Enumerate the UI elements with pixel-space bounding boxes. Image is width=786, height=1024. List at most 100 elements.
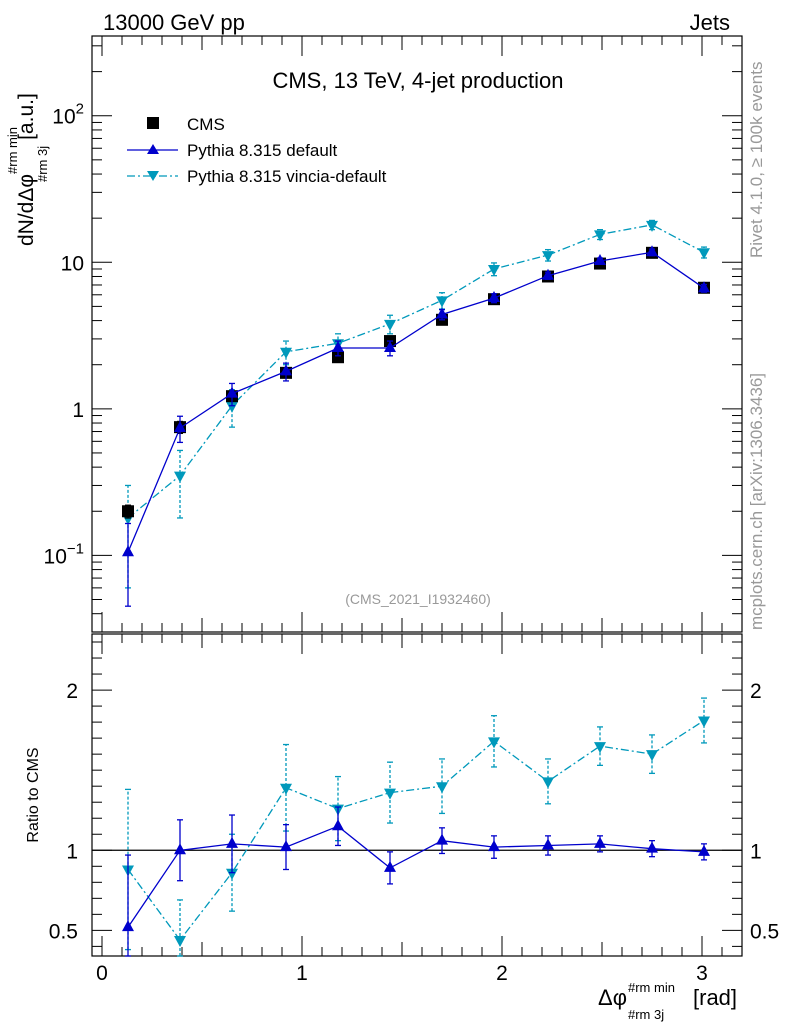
ratio-vincia-point [594,742,606,754]
plot-title: CMS, 13 TeV, 4-jet production [272,68,563,93]
ratio-default-point [646,841,658,853]
main-vincia-point [542,251,554,263]
ratio-y-tick-label-right: 2 [750,680,762,703]
main-vincia-line [127,224,705,519]
legend-vincia-label: Pythia 8.315 vincia-default [187,167,387,186]
main-x-ticks [101,36,723,632]
ratio-y-tick-label-right: 0.5 [750,920,779,943]
ratio-default-point [280,840,292,852]
main-default-point [384,341,396,353]
main-y-label-main: dN/dΔφ [15,174,38,246]
ratio-data [122,697,710,957]
legend: CMS Pythia 8.315 default Pythia 8.315 vi… [127,115,387,186]
x-axis-label: Δφ #rm min #rm 3j [rad] [598,980,737,1022]
ratio-vincia-point [542,777,554,789]
main-vincia-point [384,319,396,331]
ratio-y-tick-label-right: 1 [750,840,762,863]
ratio-y-tick-label-left: 2 [66,680,78,703]
legend-cms-label: CMS [187,115,225,134]
main-vincia-point [594,230,606,242]
ratio-vincia-point [226,868,238,880]
main-default-point [594,254,606,266]
x-tick-label: 0 [96,962,108,985]
ratio-vincia-point [646,750,658,762]
main-vincia-point [646,220,658,232]
main-y-tick-labels: 10−1 1 10 102 [44,101,84,569]
x-label-main: Δφ [598,985,627,1010]
ratio-vincia-point [436,782,448,794]
ratio-default-point [698,844,710,856]
legend-default-label: Pythia 8.315 default [187,141,338,160]
main-vincia-point [698,248,710,260]
ratio-vincia-point [488,737,500,749]
main-y-label: dN/dΔφ#rm min #rm 3j [a.u.] [5,93,50,246]
main-frame [91,35,743,633]
ratio-vincia-line [127,719,705,942]
analysis-id: (CMS_2021_I1932460) [345,591,491,607]
ratio-default-point [384,860,396,872]
ratio-default-line [127,825,705,928]
ratio-default-point [488,840,500,852]
x-label-unit: [rad] [693,985,737,1010]
rivet-label: Rivet 4.1.0, ≥ 100k events [747,62,766,258]
x-label-sub: #rm 3j [628,1007,664,1022]
main-default-point [332,341,344,353]
header-left: 13000 GeV pp [103,10,245,35]
x-tick-label: 1 [296,962,308,985]
main-data [122,219,710,607]
main-default-point [488,291,500,303]
ratio-default-point [332,819,344,831]
legend-default-marker [147,144,159,154]
x-tick-label: 2 [496,962,508,985]
ratio-vincia-point [698,716,710,728]
main-default-point [280,364,292,376]
main-default-point [436,307,448,319]
svg-text:dN/dΔφ#rm min#rm 3j[a.u.]: dN/dΔφ#rm min #rm 3j [a.u.] [5,93,50,246]
main-vincia-point [436,296,448,308]
ratio-default-point [542,838,554,850]
ratio-frame [91,633,743,957]
ratio-vincia-point [280,783,292,795]
ratio-y-tick-label-left: 1 [66,840,78,863]
main-cms-point [122,505,134,518]
main-default-point [174,420,186,432]
main-y-tick-label: 102 [52,101,84,129]
main-y-ticks [92,45,742,633]
ratio-ticks: 0.5 0.5 1 1 2 2 0 1 2 3 [49,634,779,985]
main-vincia-point [280,347,292,359]
main-default-series [122,245,710,607]
legend-vincia-marker [147,171,159,181]
main-default-point [542,268,554,280]
main-vincia-point [226,401,238,413]
main-panel: 10−1 1 10 102 CMS, 13 TeV, 4-jet production… [5,35,743,633]
main-y-label-sub: #rm 3j [35,146,50,182]
main-vincia-series [122,219,710,589]
ratio-default-point [436,833,448,845]
ratio-default-point [594,836,606,848]
ratio-y-tick-label-left: 0.5 [49,920,78,943]
main-vincia-point [488,264,500,276]
ratio-vincia-point [384,788,396,800]
main-default-point [122,545,134,557]
x-label-sup: #rm min [628,980,675,995]
ratio-default-point [226,836,238,848]
x-tick-label: 3 [696,962,708,985]
main-cms-series [122,246,710,519]
ratio-default-series [122,806,710,957]
main-y-tick-label: 10−1 [44,540,84,568]
main-y-label-sup: #rm min [5,127,20,174]
ratio-vincia-point [174,935,186,947]
main-default-point [226,386,238,398]
main-y-label-unit: [a.u.] [15,93,38,140]
ratio-y-label: Ratio to CMS [25,747,42,842]
header-right: Jets [690,10,730,35]
main-default-point [698,281,710,293]
legend-cms-marker [147,117,159,129]
main-cms-point [332,351,344,364]
ratio-default-point [122,920,134,932]
main-vincia-point [174,471,186,483]
ratio-panel: 0.5 0.5 1 1 2 2 0 1 2 3 Ratio to CMS Δφ #rm min #… [25,633,779,1022]
ratio-vincia-series [122,697,710,957]
ratio-default-point [174,843,186,855]
